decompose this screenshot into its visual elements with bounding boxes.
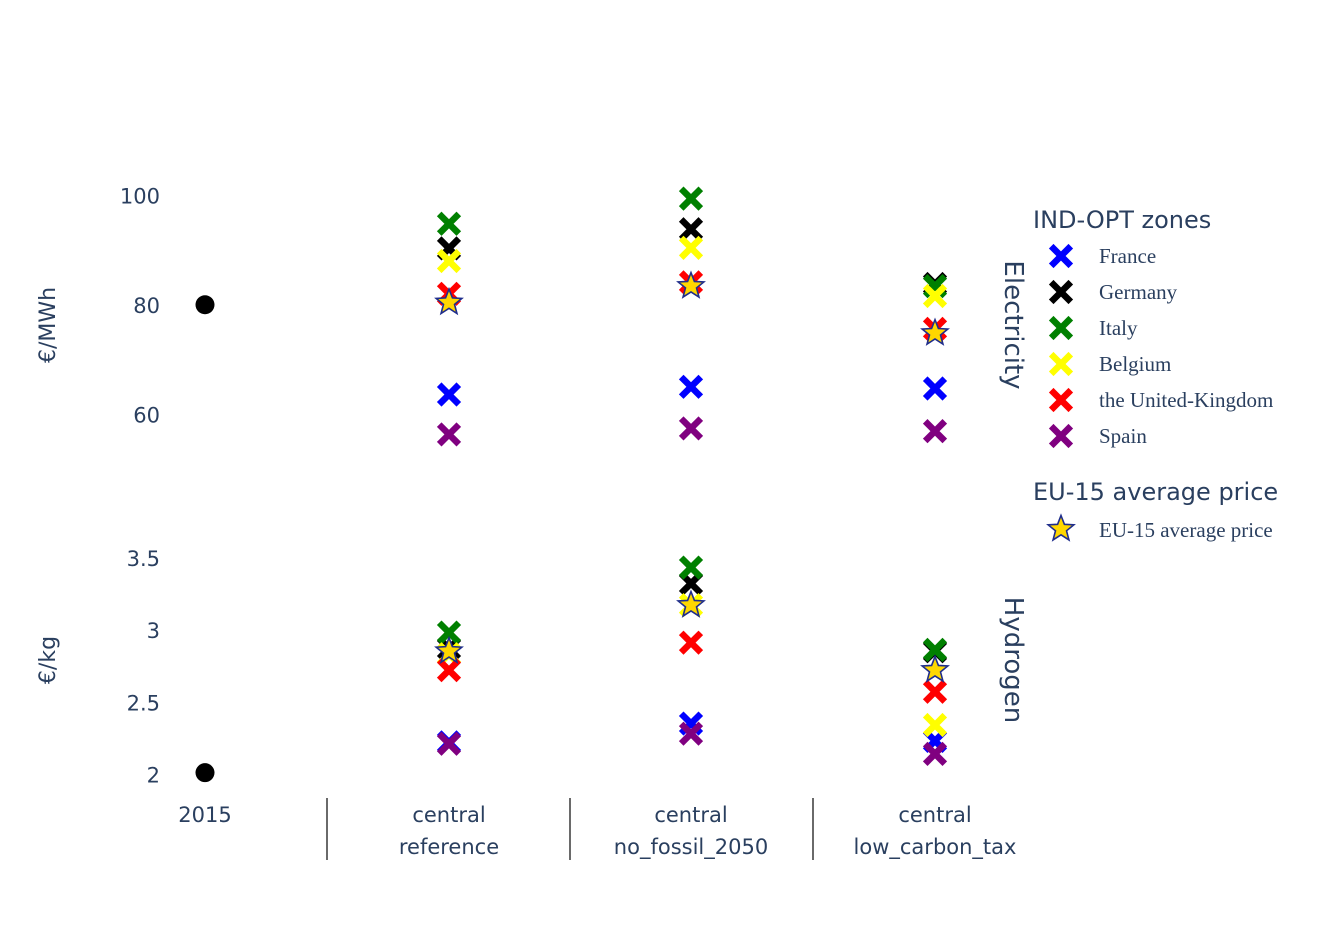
marker-electricity-germany — [678, 217, 704, 242]
legend-label: Belgium — [1099, 352, 1171, 376]
marker-electricity-france — [436, 382, 462, 407]
marker-electricity-belgium — [678, 235, 704, 260]
marker-hydrogen-germany — [678, 571, 704, 596]
legend-marker-spain — [1048, 423, 1074, 449]
ytick-label-hydrogen: 2.5 — [127, 691, 160, 715]
eu-average-star-electricity — [920, 317, 950, 346]
marker-electricity-italy — [678, 186, 704, 211]
eu-average-star-hydrogen — [676, 589, 706, 618]
marker-electricity-spain — [436, 422, 462, 447]
marker-hydrogen-italy — [436, 620, 462, 645]
eu-average-star-hydrogen — [920, 654, 950, 683]
legend-marker-belgium — [1048, 351, 1074, 377]
legend-avg-star — [1046, 513, 1076, 542]
legend-label: France — [1099, 244, 1156, 268]
marker-hydrogen-spain — [922, 741, 948, 766]
x-tick-label: central — [898, 803, 971, 827]
panel-title-electricity: Electricity — [998, 260, 1028, 389]
legend-label: the United-Kingdom — [1099, 388, 1273, 412]
legend: IND-OPT zones France Germany Italy Belgium th… — [1033, 206, 1278, 542]
y-axis-title-hydrogen: €/kg — [36, 636, 61, 684]
eu-average-star-hydrogen — [434, 635, 464, 665]
historical-point-hydrogen — [195, 763, 215, 783]
legend-marker-the-united-kingdom — [1048, 387, 1074, 413]
ytick-label-electricity: 60 — [133, 403, 160, 427]
ytick-label-electricity: 100 — [120, 184, 160, 208]
legend-marker-italy — [1048, 315, 1074, 341]
eu-average-star-electricity — [676, 270, 706, 299]
marker-electricity-italy — [436, 211, 462, 236]
marker-hydrogen-belgium — [922, 712, 948, 738]
marker-hydrogen-italy — [922, 637, 948, 662]
ytick-label-electricity: 80 — [133, 294, 160, 318]
legend-zones-title: IND-OPT zones — [1033, 206, 1211, 234]
legend-label: Spain — [1099, 424, 1147, 448]
ytick-label-hydrogen: 3 — [147, 619, 160, 643]
legend-label: Italy — [1099, 316, 1138, 340]
marker-electricity-france — [678, 374, 704, 399]
x-tick-sublabel: low_carbon_tax — [854, 835, 1017, 860]
legend-marker-france — [1048, 243, 1074, 269]
legend-avg-title: EU-15 average price — [1033, 478, 1278, 506]
marker-electricity-france — [922, 376, 948, 401]
marker-electricity-belgium — [436, 248, 462, 274]
x-tick-label: 2015 — [178, 803, 231, 827]
legend-avg-label: EU-15 average price — [1099, 518, 1273, 542]
marker-hydrogen-the-united-kingdom — [678, 630, 704, 655]
marker-hydrogen-spain — [436, 731, 462, 756]
legend-marker-germany — [1048, 279, 1074, 305]
marker-hydrogen-italy — [678, 555, 704, 580]
x-tick-label: central — [412, 803, 485, 827]
ytick-label-hydrogen: 2 — [147, 764, 160, 788]
marker-electricity-spain — [922, 419, 948, 444]
marker-hydrogen-the-united-kingdom — [436, 658, 462, 683]
panel-title-hydrogen: Hydrogen — [998, 597, 1028, 723]
marker-hydrogen-the-united-kingdom — [922, 679, 948, 704]
x-tick-label: central — [654, 803, 727, 827]
ytick-label-hydrogen: 3.5 — [127, 547, 160, 571]
marker-electricity-spain — [678, 416, 704, 441]
marker-electricity-belgium — [922, 283, 948, 309]
eu-average-star-electricity — [434, 286, 464, 316]
marker-hydrogen-spain — [678, 721, 704, 746]
historical-point-electricity — [195, 295, 215, 315]
x-tick-sublabel: no_fossil_2050 — [614, 835, 768, 860]
y-axis-title-electricity: €/MWh — [36, 287, 61, 363]
x-tick-sublabel: reference — [399, 835, 499, 859]
legend-label: Germany — [1099, 280, 1178, 304]
